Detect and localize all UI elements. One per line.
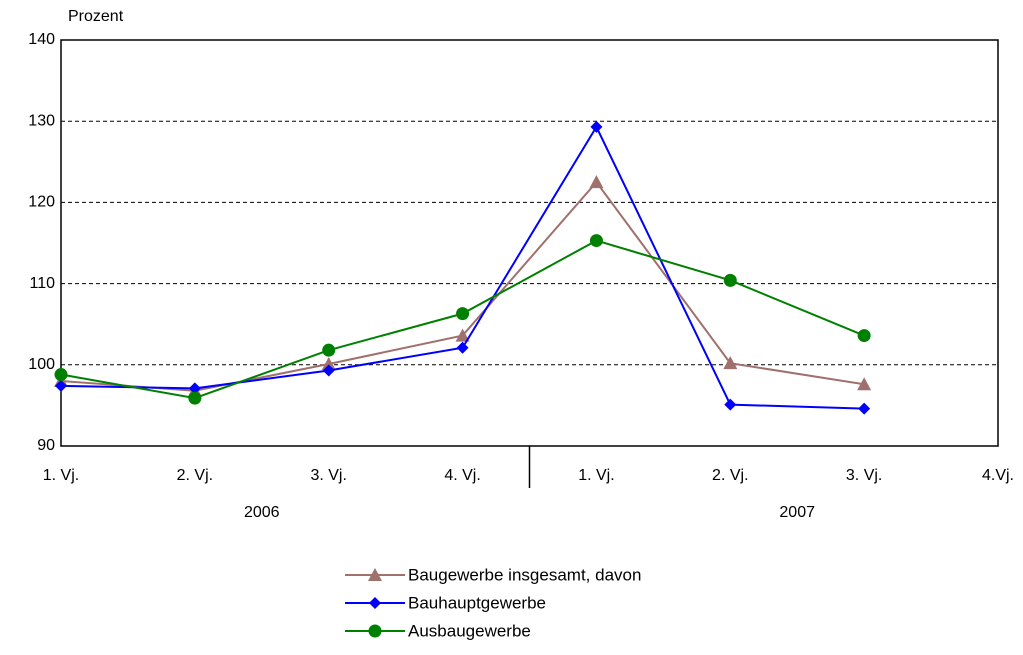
data-point: [54, 368, 68, 382]
data-point: [456, 307, 470, 321]
data-point: [589, 175, 604, 189]
y-axis-label: Prozent: [68, 8, 124, 25]
data-point: [322, 364, 335, 377]
x-tick-label: 1. Vj.: [578, 467, 614, 484]
data-point: [857, 377, 872, 391]
x-tick-label: 3. Vj.: [310, 467, 346, 484]
data-point: [188, 382, 201, 395]
x-tick-label: 2. Vj.: [712, 467, 748, 484]
x-tick-label: 4.Vj.: [982, 467, 1014, 484]
legend-marker: [369, 597, 381, 609]
data-point: [858, 402, 871, 415]
legend-marker: [368, 624, 382, 638]
y-tick-label: 120: [28, 194, 55, 211]
legend-label: Bauhauptgewerbe: [408, 593, 546, 612]
data-point: [857, 329, 871, 343]
year-label: 2006: [244, 504, 280, 521]
legend-marker: [368, 568, 382, 581]
data-point: [723, 356, 738, 370]
plot-frame: [60, 39, 999, 447]
y-tick-label: 90: [37, 437, 55, 454]
data-point: [456, 341, 469, 354]
legend-label: Baugewerbe insgesamt, davon: [408, 565, 641, 584]
y-tick-label: 140: [28, 31, 55, 48]
y-tick-label: 130: [28, 112, 55, 129]
data-point: [322, 343, 336, 357]
series-line: [60, 124, 865, 410]
data-point: [455, 328, 470, 342]
x-tick-label: 1. Vj.: [43, 467, 79, 484]
year-label: 2007: [779, 504, 815, 521]
data-point: [589, 234, 603, 248]
x-tick-label: 2. Vj.: [177, 467, 213, 484]
data-point: [188, 391, 202, 405]
data-point: [724, 398, 737, 411]
x-tick-label: 4. Vj.: [444, 467, 480, 484]
y-tick-label: 110: [29, 275, 55, 292]
legend-label: Ausbaugewerbe: [408, 621, 531, 640]
data-point: [590, 120, 603, 133]
y-tick-label: 100: [28, 356, 55, 373]
data-point: [321, 356, 336, 370]
data-point: [55, 379, 67, 392]
data-point: [723, 273, 737, 287]
x-tick-label: 3. Vj.: [846, 467, 882, 484]
